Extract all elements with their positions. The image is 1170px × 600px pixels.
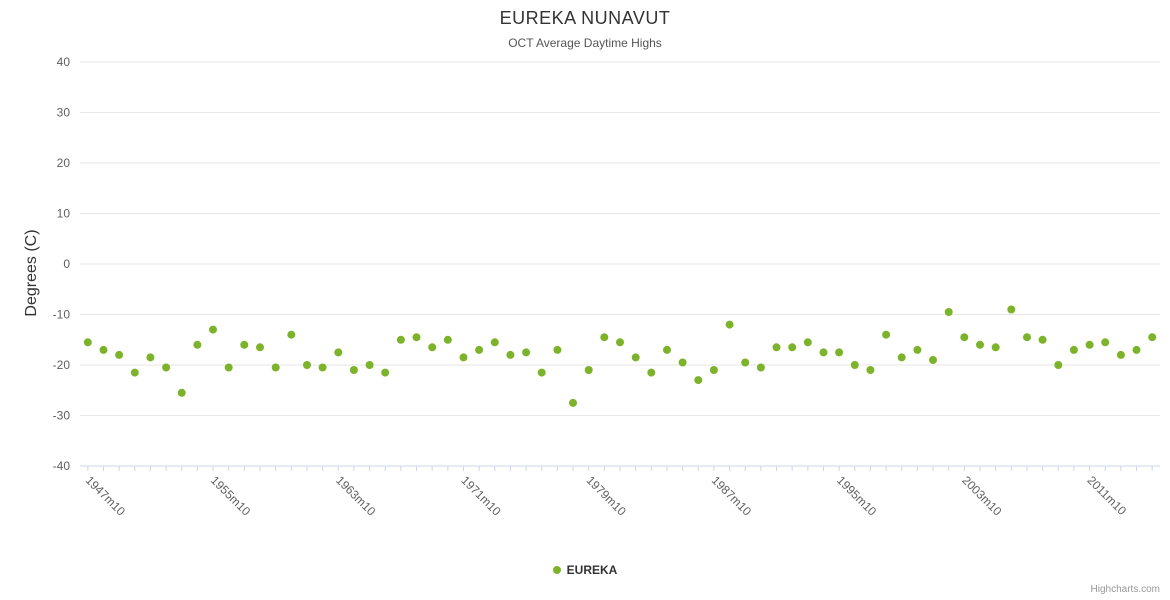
data-point[interactable]: 2010m10: -17 [1069,345,1078,354]
data-point[interactable]: 1985m10: -19.5 [678,358,687,367]
data-point[interactable]: 1982m10: -18.5 [631,353,640,362]
data-point[interactable]: 2015m10: -14.5 [1148,333,1157,342]
data-point[interactable]: 2014m10: -17 [1132,345,1141,354]
y-axis-label: 30 [57,106,71,120]
data-point[interactable]: 1993m10: -15.5 [803,338,812,347]
data-point[interactable]: 1961m10: -20 [303,361,311,369]
data-point[interactable]: 1959m10: -20.5 [271,363,280,372]
data-point[interactable]: 2013m10: -18 [1116,350,1125,359]
data-point[interactable]: 1980m10: -14.5 [600,333,609,342]
data-point[interactable]: 1973m10: -15.5 [490,338,499,347]
data-point[interactable]: 1978m10: -27.5 [569,398,577,407]
data-point[interactable]: 1976m10: -21.5 [537,368,546,377]
data-point[interactable]: 1969m10: -16.5 [428,343,437,352]
data-point[interactable]: 1957m10: -16 [240,340,249,349]
legend-label: EUREKA [566,563,618,577]
x-axis-label: 1963m10 [333,473,379,519]
y-axis-label: -20 [53,358,71,372]
data-point[interactable]: 1999m10: -18.5 [897,353,906,362]
x-axis-label: 2003m10 [959,473,1005,519]
data-point[interactable]: 1952m10: -20.5 [162,363,171,372]
data-point[interactable]: 1990m10: -20.5 [756,363,765,372]
y-axis-label: 20 [57,156,71,170]
data-point[interactable]: 1962m10: -20.5 [318,363,327,372]
data-point[interactable]: 2009m10: -20 [1054,361,1063,369]
y-axis-label: -30 [53,409,71,423]
x-axis-label: 1971m10 [458,473,504,519]
y-axis-label: -10 [53,308,71,322]
data-point[interactable]: 1953m10: -25.5 [177,388,186,397]
data-point[interactable]: 1947m10: -15.5 [83,338,92,347]
y-axis-label: 10 [57,207,71,221]
chart-title: EUREKA NUNAVUT [499,8,671,28]
data-point[interactable]: 1974m10: -18 [506,350,515,359]
data-point[interactable]: 1949m10: -18 [115,350,124,359]
y-axis-title: Degrees (C) [23,229,40,317]
x-axis-label: 1979m10 [584,473,630,519]
x-axis-label: 1947m10 [83,473,129,519]
data-point[interactable]: 1970m10: -15 [443,335,452,344]
data-point[interactable]: 2007m10: -14.5 [1023,333,1031,342]
x-axis-label: 1955m10 [208,473,254,519]
data-point[interactable]: 1971m10: -18.5 [459,353,468,362]
data-point[interactable]: 1981m10: -15.5 [616,338,624,347]
data-point[interactable]: 1966m10: -21.5 [381,368,390,377]
data-point[interactable]: 1967m10: -15 [396,335,405,344]
data-point[interactable]: 1975m10: -17.5 [522,348,531,357]
legend-marker-icon [552,566,561,574]
data-point[interactable]: 2011m10: -16 [1085,340,1094,349]
data-point[interactable]: 2004m10: -16 [976,340,984,349]
data-point[interactable]: 1954m10: -16 [193,340,202,349]
data-point[interactable]: 1986m10: -23 [694,376,703,385]
data-point[interactable]: 2012m10: -15.5 [1101,338,1110,347]
y-axis-label: 40 [57,55,71,69]
data-point[interactable]: 2002m10: -9.5 [944,308,953,316]
data-point[interactable]: 1977m10: -17 [553,345,562,354]
x-axis-label: 1987m10 [709,473,755,519]
data-point[interactable]: 1972m10: -17 [475,345,484,354]
data-point[interactable]: 1964m10: -21 [349,366,358,374]
x-axis-label: 2011m10 [1084,473,1129,518]
data-point[interactable]: 1963m10: -17.5 [334,348,343,357]
data-point[interactable]: 1958m10: -16.5 [256,343,264,352]
legend-item-eureka[interactable]: EUREKA [0,563,1170,577]
data-point[interactable]: 2008m10: -15 [1038,335,1047,344]
data-point[interactable]: 1992m10: -16.5 [788,343,797,352]
data-point[interactable]: 1955m10: -13 [209,325,217,334]
data-point[interactable]: 2001m10: -19 [929,356,937,364]
data-point[interactable]: 1968m10: -14.5 [412,333,421,342]
data-point[interactable]: 1948m10: -17 [99,345,108,354]
data-point[interactable]: 1987m10: -21 [709,366,718,374]
data-point[interactable]: 2000m10: -17 [913,345,922,354]
data-point[interactable]: 1956m10: -20.5 [224,363,233,372]
data-point[interactable]: 1995m10: -17.5 [835,348,844,357]
y-axis-label: -40 [53,459,71,473]
data-point[interactable]: 1984m10: -17 [663,345,671,354]
data-point[interactable]: 1996m10: -20 [850,361,859,369]
data-point[interactable]: 1979m10: -21 [584,366,593,374]
data-point[interactable]: 1994m10: -17.5 [819,348,828,357]
data-point[interactable]: 2003m10: -14.5 [960,333,969,342]
data-point[interactable]: 1965m10: -20 [365,361,374,369]
data-point[interactable]: 1989m10: -19.5 [741,358,750,367]
data-point[interactable]: 1960m10: -14 [287,330,296,339]
data-point[interactable]: 1951m10: -18.5 [146,353,155,362]
data-point[interactable]: 1950m10: -21.5 [130,368,139,377]
data-point[interactable]: 1997m10: -21 [866,366,875,374]
data-point[interactable]: 2006m10: -9 [1007,305,1016,314]
data-point[interactable]: 1988m10: -12 [725,320,734,329]
y-axis-label: 0 [63,257,70,271]
chart-subtitle: OCT Average Daytime Highs [508,36,662,50]
x-axis-label: 1995m10 [834,473,880,519]
data-point[interactable]: 1998m10: -14 [882,330,891,339]
data-point[interactable]: 2005m10: -16.5 [991,343,1000,352]
highcharts-credits-link[interactable]: Highcharts.com [1090,584,1160,595]
data-point[interactable]: 1983m10: -21.5 [647,368,656,377]
data-point[interactable]: 1991m10: -16.5 [772,343,781,352]
